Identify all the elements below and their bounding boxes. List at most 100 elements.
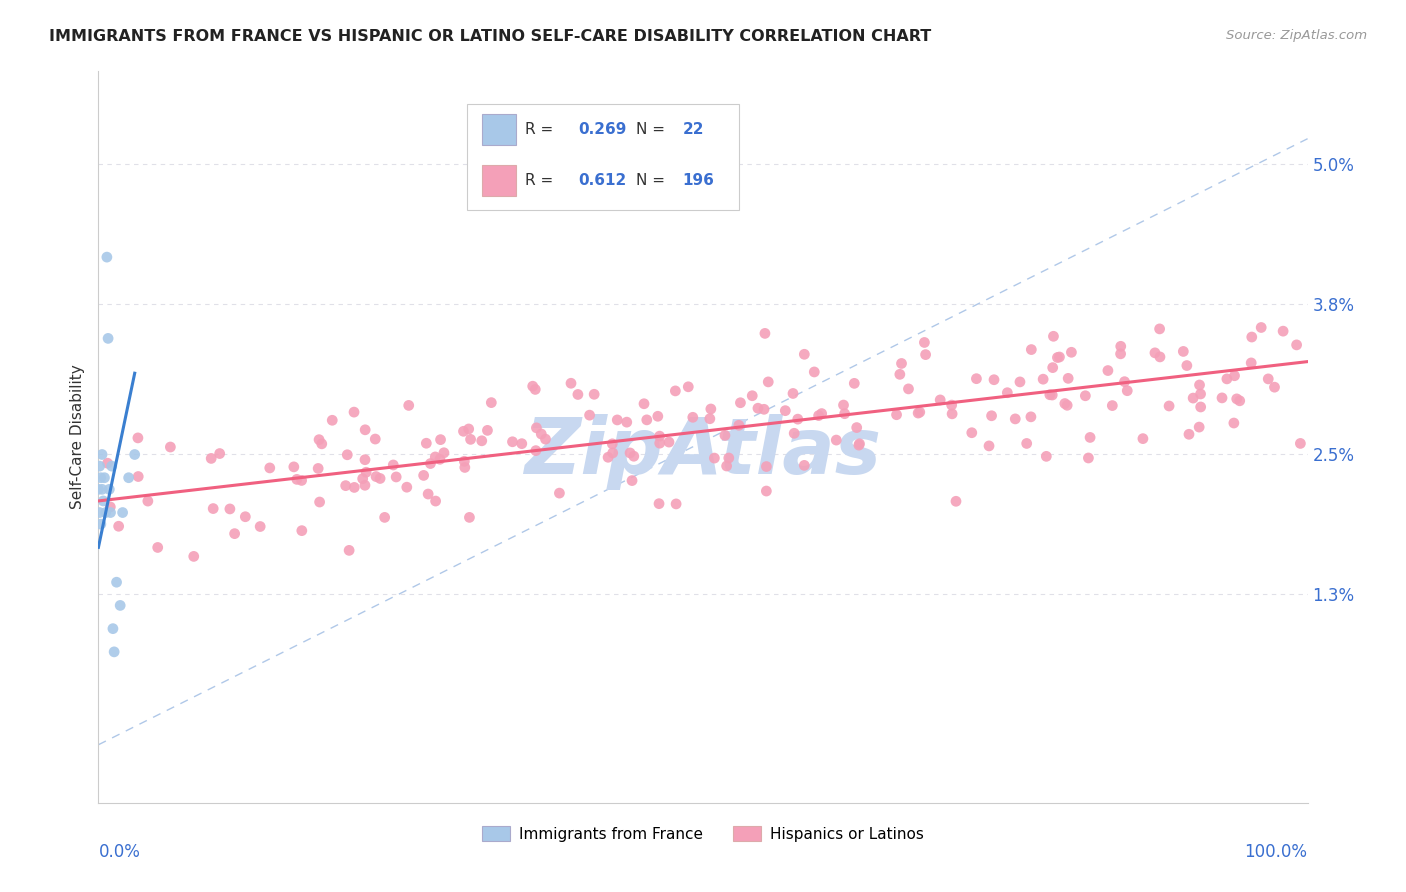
Point [648, 429, 671, 443]
Point [1263, 380, 1285, 394]
Point [1173, 344, 1195, 359]
Point [91, 448, 114, 462]
Text: N =: N = [637, 121, 671, 136]
Point [716, 458, 738, 473]
Point [1189, 387, 1212, 401]
Point [291, 524, 314, 538]
Point [714, 428, 737, 442]
Point [1143, 346, 1166, 360]
Point [578, 408, 600, 422]
Point [457, 422, 479, 436]
Point [107, 519, 129, 533]
Point [96, 456, 118, 470]
Point [415, 436, 437, 450]
Point [700, 402, 723, 417]
Point [848, 437, 870, 451]
Point [224, 526, 246, 541]
Point [259, 461, 281, 475]
Point [752, 402, 775, 417]
Point [454, 460, 477, 475]
Point [945, 494, 967, 508]
Point [941, 398, 963, 412]
Point [94, 506, 117, 520]
Point [621, 474, 644, 488]
Point [1015, 436, 1038, 450]
Point [741, 389, 763, 403]
Text: 196: 196 [682, 173, 714, 188]
Point [1149, 322, 1171, 336]
Point [1046, 351, 1069, 365]
Point [419, 457, 441, 471]
Point [1060, 345, 1083, 359]
Point [1042, 329, 1064, 343]
Point [98, 483, 121, 497]
Point [208, 446, 231, 460]
Point [810, 407, 832, 421]
Point [889, 368, 911, 382]
Point [1039, 388, 1062, 402]
Point [1053, 396, 1076, 410]
Point [412, 468, 434, 483]
Point [1056, 398, 1078, 412]
Point [897, 382, 920, 396]
Point [308, 433, 330, 447]
Text: ZipAtlas: ZipAtlas [524, 414, 882, 490]
Point [782, 386, 804, 401]
Point [285, 472, 308, 486]
Point [907, 406, 929, 420]
Point [453, 454, 475, 468]
Point [321, 413, 343, 427]
Point [1114, 375, 1136, 389]
Point [1272, 324, 1295, 338]
Point [633, 397, 655, 411]
Point [1132, 432, 1154, 446]
Point [1078, 430, 1101, 444]
Point [1188, 378, 1211, 392]
Point [90, 517, 112, 532]
Point [980, 409, 1002, 423]
Point [567, 387, 589, 401]
Point [1149, 350, 1171, 364]
Point [1035, 450, 1057, 464]
Point [526, 421, 548, 435]
Point [929, 392, 952, 407]
Point [1040, 388, 1063, 402]
Point [699, 411, 721, 425]
Point [844, 376, 866, 391]
Point [775, 403, 797, 417]
Point [756, 375, 779, 389]
Point [89, 459, 111, 474]
Point [914, 348, 936, 362]
Point [118, 471, 141, 485]
Point [307, 461, 329, 475]
Point [479, 395, 502, 409]
Point [96, 250, 118, 264]
Point [1049, 350, 1071, 364]
Point [98, 500, 121, 514]
Point [623, 449, 645, 463]
Point [354, 423, 377, 437]
Point [825, 433, 848, 447]
Point [616, 415, 638, 429]
Point [501, 434, 523, 449]
Point [283, 459, 305, 474]
Point [352, 472, 374, 486]
Point [1216, 372, 1239, 386]
Point [1175, 359, 1198, 373]
Point [1240, 356, 1263, 370]
Point [717, 450, 740, 465]
Point [1004, 412, 1026, 426]
Point [832, 398, 855, 412]
Point [786, 412, 808, 426]
Point [606, 413, 628, 427]
Point [755, 483, 778, 498]
Point [596, 450, 619, 465]
Point [127, 469, 149, 483]
Point [111, 506, 134, 520]
Point [1257, 372, 1279, 386]
Point [354, 478, 377, 492]
FancyBboxPatch shape [482, 114, 516, 145]
Point [1226, 392, 1249, 406]
Point [658, 435, 681, 450]
Point [146, 541, 169, 555]
